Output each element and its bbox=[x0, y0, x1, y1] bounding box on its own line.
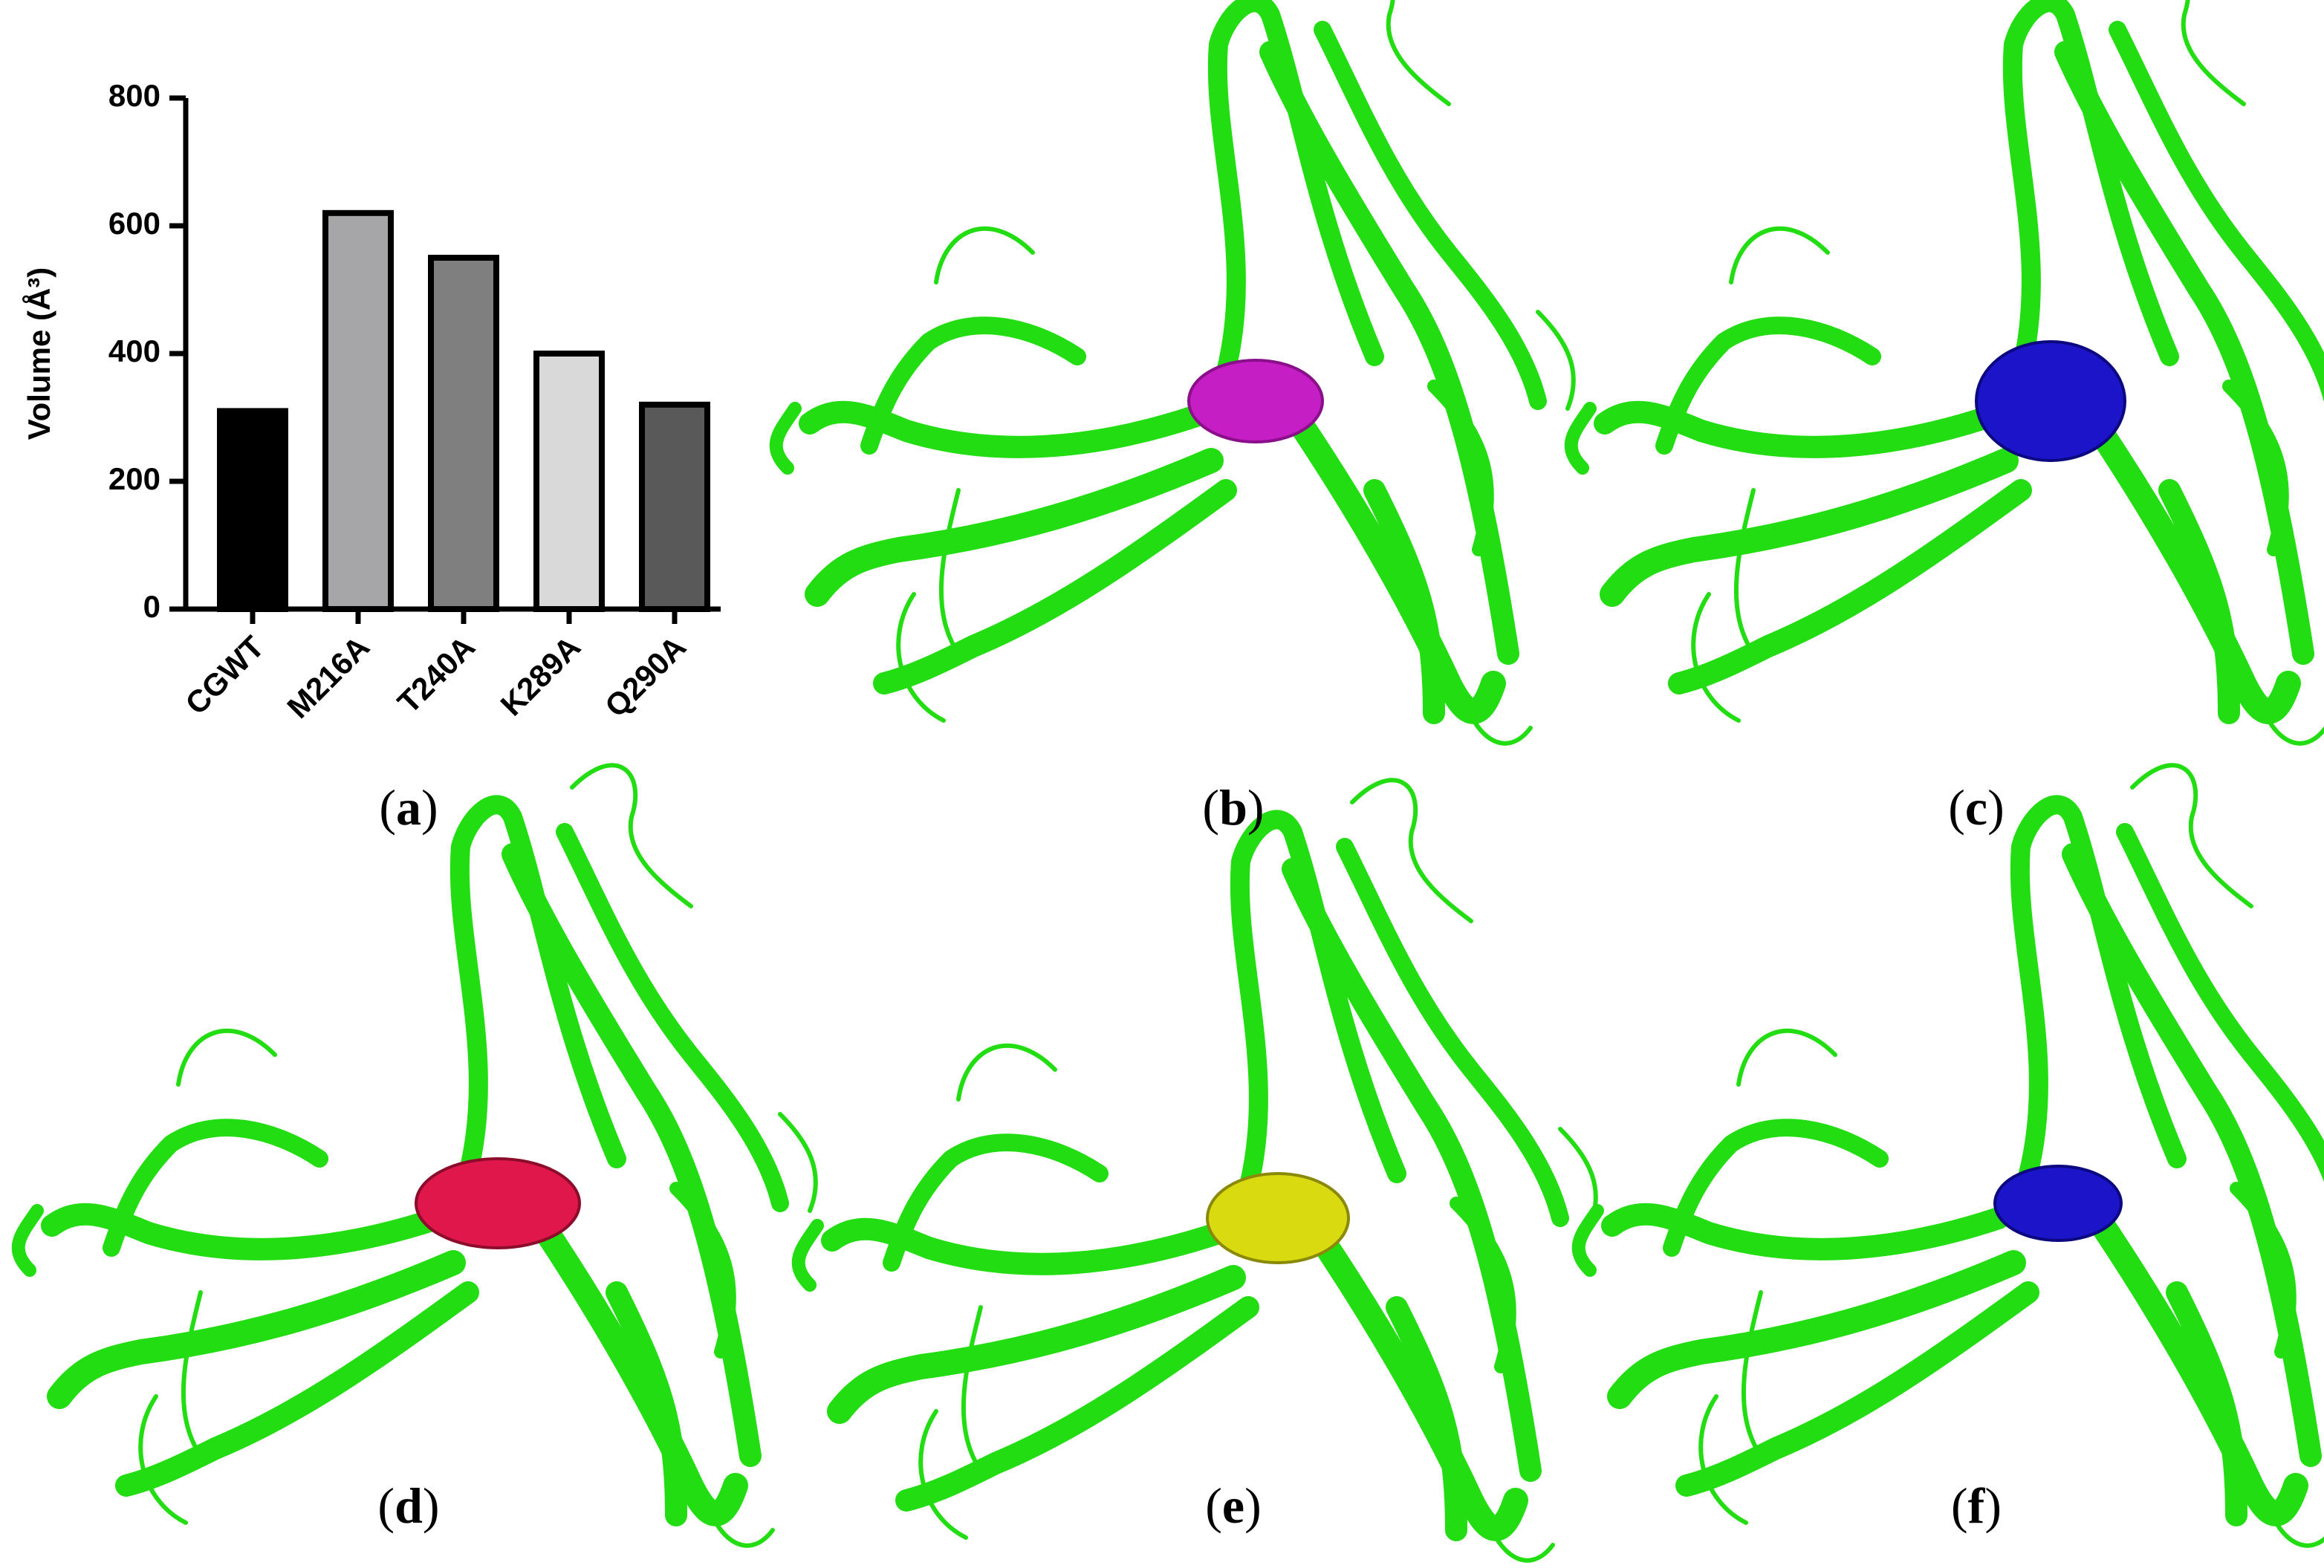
y-tick-label: 400 bbox=[108, 334, 160, 368]
y-axis-label: Volume (Å³) bbox=[22, 267, 56, 440]
panel-label-part: ) bbox=[1247, 779, 1265, 836]
bar bbox=[217, 408, 288, 613]
panel-label-part: a bbox=[396, 779, 421, 836]
x-tick-label: T240A bbox=[391, 629, 481, 720]
bar bbox=[639, 401, 710, 612]
panel-label-part: ) bbox=[421, 779, 438, 836]
y-tick-label: 200 bbox=[108, 461, 160, 496]
panel-label: (a) bbox=[379, 779, 438, 836]
structure-b bbox=[776, 0, 1574, 744]
panel-label-part: ( bbox=[1202, 779, 1219, 836]
structure-d bbox=[19, 765, 816, 1545]
y-tick-label: 600 bbox=[108, 206, 160, 241]
structure-f bbox=[1579, 765, 2324, 1545]
panel-label-part: ( bbox=[1951, 1477, 1968, 1534]
panel-label-part: ( bbox=[379, 779, 396, 836]
panel-label-part: ) bbox=[423, 1477, 440, 1534]
panel-label-part: b bbox=[1219, 779, 1247, 836]
structure-e bbox=[799, 780, 1596, 1560]
panel-label-part: ( bbox=[1205, 1477, 1222, 1534]
panel-label: (d) bbox=[377, 1477, 439, 1534]
panel-label-part: e bbox=[1222, 1477, 1244, 1534]
panel-label-part: ( bbox=[1948, 779, 1965, 836]
panel-label-part: c bbox=[1965, 779, 1987, 836]
panel-label: (b) bbox=[1202, 779, 1264, 836]
x-tick-label: Q290A bbox=[598, 629, 692, 723]
bar bbox=[322, 209, 394, 612]
bar bbox=[533, 351, 605, 612]
panel-label: (e) bbox=[1205, 1477, 1262, 1534]
bar bbox=[428, 255, 499, 612]
panel-label: (c) bbox=[1948, 779, 2005, 836]
panel-label-part: ) bbox=[1244, 1477, 1262, 1534]
panel-label-part: ) bbox=[1984, 1477, 2002, 1534]
y-tick-label: 0 bbox=[143, 589, 160, 624]
panel-label-part: ) bbox=[1987, 779, 2005, 836]
x-tick-label: K289A bbox=[494, 629, 588, 723]
panel-label-part: d bbox=[395, 1477, 423, 1534]
panel-label-part: f bbox=[1968, 1477, 1986, 1534]
panel-label: (f) bbox=[1951, 1477, 2002, 1534]
x-tick-label: M216A bbox=[280, 629, 376, 725]
y-tick-label: 800 bbox=[108, 78, 160, 113]
panel-label-part: ( bbox=[377, 1477, 395, 1534]
structure-c bbox=[1571, 0, 2324, 744]
x-tick-label: CGWT bbox=[178, 629, 270, 721]
